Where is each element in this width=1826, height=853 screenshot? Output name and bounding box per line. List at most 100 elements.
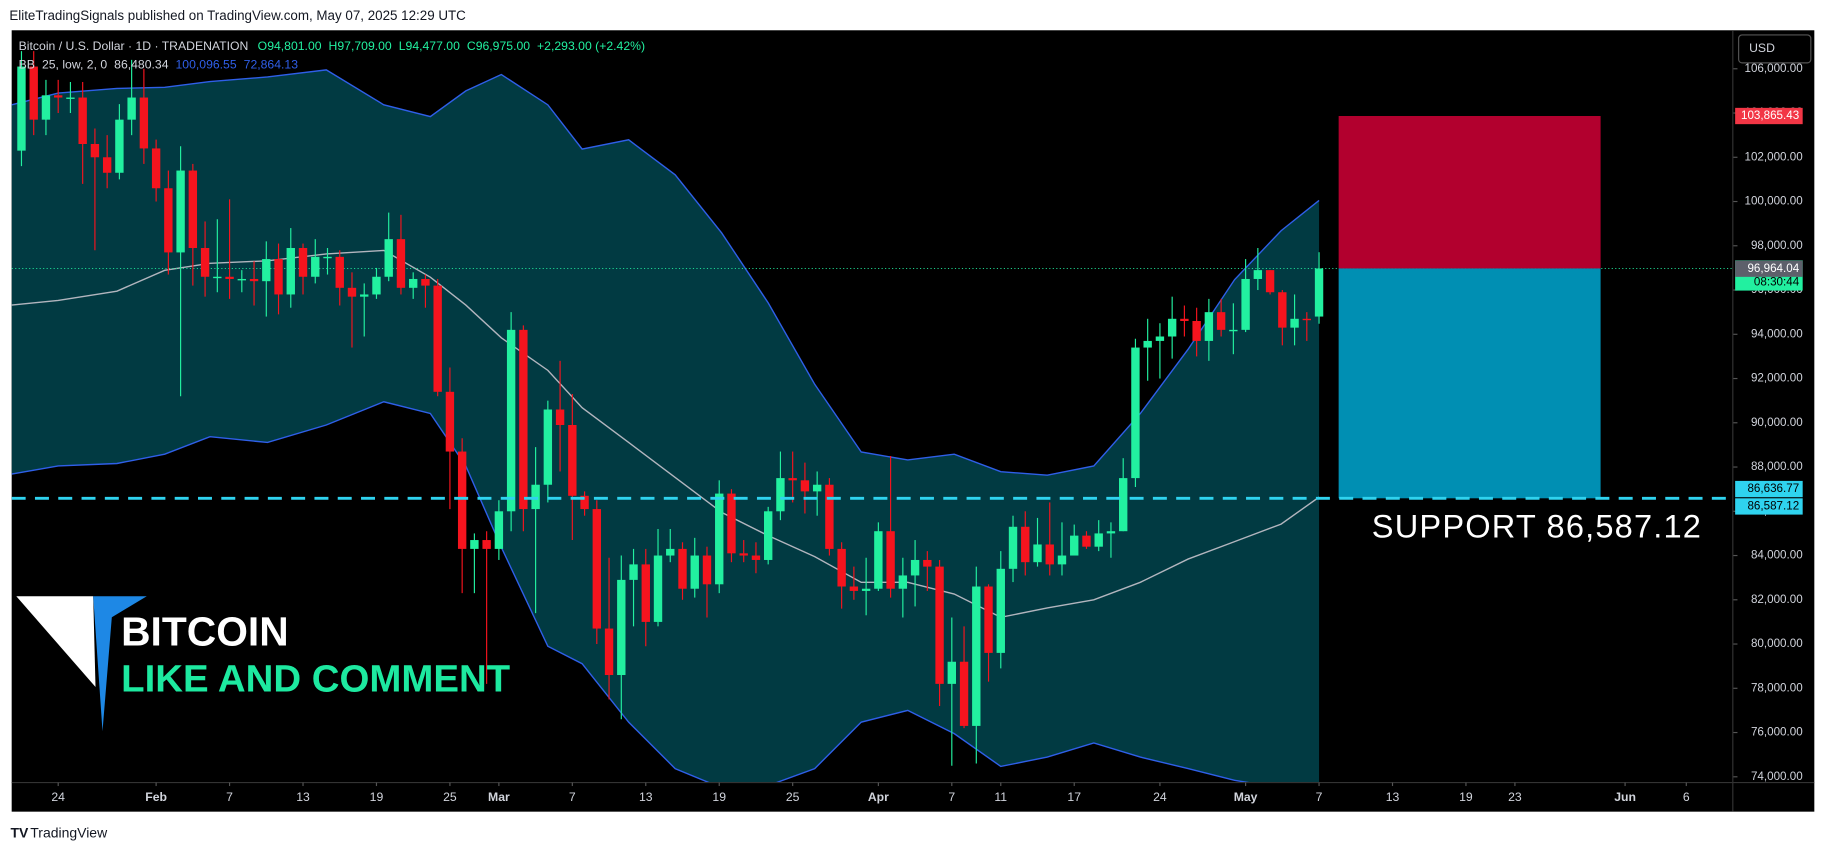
plot [11,51,1733,783]
x-tick-label: 23 [1508,790,1522,804]
y-tick-label: 94,000.00 [1751,327,1803,340]
candle-body [1155,336,1165,341]
x-tick-label: 13 [296,790,310,804]
candle-body [200,247,210,277]
candle-body [715,493,724,585]
candle-body [396,239,406,288]
candle-body [788,478,797,481]
candle-body [1253,270,1263,279]
candle-body [335,256,344,288]
x-tick-label: May [1234,790,1258,804]
x-tick-label: 24 [1153,790,1167,804]
candle-body [139,97,149,149]
footer-mark: TV [11,824,30,840]
candle-body [604,628,614,676]
candle-body [17,66,26,151]
candle-body [213,276,222,279]
candle-body [1278,292,1287,328]
candle-body [690,555,699,589]
logo-shape [16,596,96,688]
candle-body [1045,544,1054,565]
candle-body [323,256,332,259]
legend-item: Bitcoin / U.S. Dollar · 1D · TRADENATION [19,39,249,53]
footer-logo: TradingView [30,824,108,840]
candle-body [592,509,602,629]
header: EliteTradingSignals published on Trading… [9,8,466,23]
candle-body [262,259,271,282]
x-tick-label: 19 [1459,790,1473,804]
candle-body [886,531,895,589]
x-tick-label: 13 [639,790,653,804]
price-badge [1735,498,1803,515]
candle-body [1265,270,1275,293]
candle-body [1241,278,1250,330]
candle-body [996,568,1005,653]
y-tick-label: 106,000.00 [1744,62,1803,75]
candle-body [1070,535,1079,556]
x-tick-label: 19 [370,790,384,804]
legend-item: O94,801.00 [258,39,322,53]
candle-body [384,239,393,277]
candle-body [506,329,516,512]
candle-body [543,409,553,485]
candle-body [947,661,957,684]
candle-body [1021,526,1030,563]
legend-item: 72,864.13 [244,57,299,71]
candle-body [861,588,871,591]
candle-body [739,553,748,556]
currency-button[interactable] [1738,34,1812,64]
currency-label: USD [1749,41,1775,55]
candle-body [90,144,100,158]
y-tick-label: 80,000.00 [1751,637,1803,650]
candle-body [1180,318,1189,322]
candle-body [849,586,859,591]
candle-body [641,564,650,622]
x-tick-label: Apr [868,790,889,804]
candle-body [360,294,369,297]
support-label: SUPPORT 86,587.12 [1372,507,1702,544]
candle-body [923,559,932,567]
logo [16,596,147,732]
candle-body [1033,544,1042,563]
candle-body [274,259,283,295]
candle-body [1314,268,1324,317]
candle-body [1302,318,1312,321]
candle-body [984,586,993,653]
candle-body [494,511,504,549]
candle-body [151,148,161,189]
y-tick-label: 84,000.00 [1751,549,1803,562]
overlay: Bitcoin / U.S. Dollar · 1D · TRADENATION… [11,30,1815,812]
candle-body [825,484,834,549]
x-tick-label: 7 [569,790,576,804]
candle-body [1094,533,1103,547]
legend-item: 100,096.55 [176,57,237,71]
legend-item: H97,709.00 [329,39,392,53]
price-badge-label: 86,636.77 [1747,482,1799,495]
y-tick-label: 74,000.00 [1751,770,1803,783]
price-badge-label: 96,964.04 [1747,262,1799,275]
candle-body [470,540,479,549]
x-tick-label: 24 [51,790,65,804]
legend-item: +2,293.00 (+2.42%) [537,39,645,53]
price-badge-label: 86,587.12 [1747,500,1799,513]
candle-body [727,493,736,554]
candle-body [629,564,638,580]
candle-body [519,329,528,510]
y-tick-label: 82,000.00 [1751,593,1803,606]
x-tick-label: 11 [994,790,1007,804]
candle-body [188,170,198,248]
candle-body [237,278,247,281]
candle-body [751,555,761,560]
x-tick-label: 6 [1683,790,1690,804]
y-tick-label: 76,000.00 [1751,726,1803,739]
candle-body [286,247,295,295]
candle-body [421,278,430,286]
candle-body [164,188,173,253]
logo-shape [93,596,147,732]
legend-item: C96,975.00 [467,39,530,53]
candle-body [372,276,381,295]
candle-body [653,555,663,622]
candle-body [898,575,908,589]
x-tick-label: 17 [1067,790,1081,804]
